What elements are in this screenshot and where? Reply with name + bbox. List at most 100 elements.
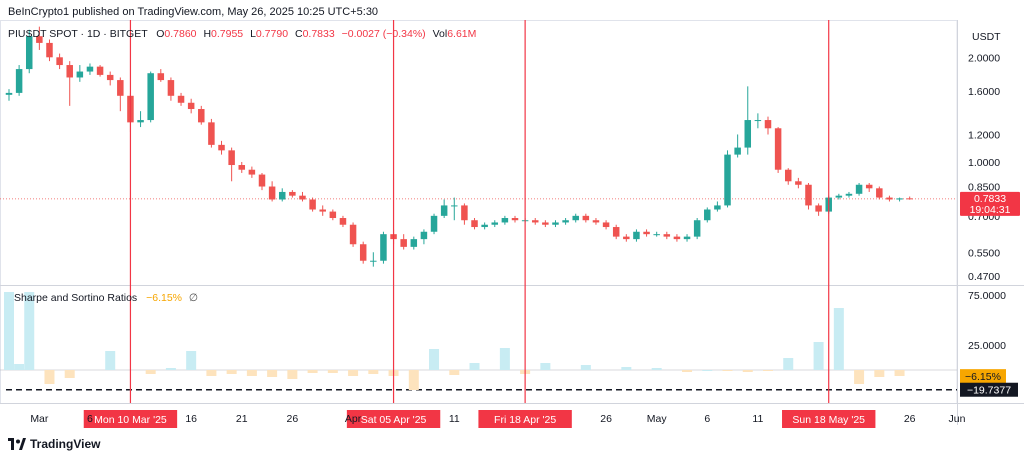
last-price-badge bbox=[960, 191, 1020, 216]
time-tick-label: 26 bbox=[904, 413, 916, 425]
candle-body bbox=[845, 193, 853, 196]
candle-body bbox=[683, 236, 691, 240]
volume-label: Vol bbox=[432, 28, 448, 40]
candle-body bbox=[906, 198, 913, 200]
candle-body bbox=[400, 239, 407, 247]
indicator-bar bbox=[833, 308, 844, 370]
high-value: 0.7955 bbox=[211, 28, 244, 40]
tradingview-logo-icon bbox=[8, 438, 26, 450]
candle-body bbox=[410, 239, 418, 247]
indicator-bar bbox=[368, 370, 379, 374]
indicator-bar bbox=[854, 370, 865, 384]
candle-body bbox=[582, 215, 590, 221]
indicator-bar bbox=[165, 368, 176, 370]
candle-body bbox=[278, 191, 286, 200]
candle-body bbox=[764, 120, 772, 129]
candle-body bbox=[248, 169, 256, 175]
candle-body bbox=[36, 36, 43, 43]
candle-body bbox=[117, 80, 124, 96]
indicator-bar bbox=[742, 370, 753, 372]
last-price-value: 0.7833 bbox=[974, 193, 1006, 205]
time-tick-label: 26 bbox=[600, 413, 612, 425]
price-tick-label: 1.6000 bbox=[968, 86, 1000, 98]
candle-body bbox=[552, 222, 559, 225]
indicator-bar bbox=[44, 370, 55, 384]
grid-layer bbox=[0, 20, 1024, 425]
candle-body bbox=[15, 69, 23, 93]
publisher-line: BeInCrypto1 published on TradingView.com… bbox=[8, 6, 379, 18]
candle-body bbox=[481, 224, 488, 228]
volume-value: 6.61M bbox=[447, 28, 477, 40]
indicator-bar bbox=[348, 370, 359, 376]
candle-body bbox=[673, 236, 681, 240]
candle-body bbox=[714, 205, 721, 210]
highlight-date-label: Sun 18 May '25 bbox=[792, 414, 865, 426]
candle-body bbox=[238, 165, 246, 170]
candle-body bbox=[96, 66, 104, 75]
indicator-bar bbox=[682, 370, 693, 372]
candle-body bbox=[592, 220, 600, 223]
candle-body bbox=[147, 73, 154, 121]
price-tick-label: 0.8500 bbox=[968, 182, 1000, 194]
time-tick-label: 11 bbox=[752, 413, 763, 425]
candle-body bbox=[420, 231, 428, 240]
indicator-bar bbox=[540, 363, 551, 370]
indicator-bar bbox=[186, 351, 197, 370]
candle-body bbox=[309, 199, 316, 210]
candle-body bbox=[835, 195, 843, 198]
candle-body bbox=[744, 120, 752, 148]
candle-body bbox=[66, 65, 73, 78]
high-label: H bbox=[203, 28, 212, 40]
highlight-date-label: Mon 10 Mar '25 bbox=[94, 414, 167, 426]
dashed-level-badge bbox=[960, 382, 1018, 397]
candle-body bbox=[157, 73, 165, 81]
candle-body bbox=[704, 209, 711, 221]
low-value: 0.7790 bbox=[255, 28, 289, 40]
open-value: 0.7860 bbox=[164, 28, 197, 40]
candle-body bbox=[289, 191, 296, 196]
candle-body bbox=[370, 260, 377, 262]
candle-body bbox=[25, 36, 33, 70]
candle-body bbox=[795, 181, 802, 185]
candle-body bbox=[137, 120, 144, 123]
footer-brand: TradingView bbox=[30, 437, 101, 451]
indicator-bar bbox=[722, 370, 733, 371]
candle-body bbox=[106, 74, 114, 81]
indicator-bar bbox=[702, 370, 713, 371]
indicator-bar bbox=[287, 370, 298, 379]
highlight-date-badge bbox=[782, 410, 876, 428]
candle-body bbox=[86, 66, 94, 72]
tradingview-footer[interactable]: TradingView bbox=[8, 437, 100, 451]
price-tick-label: 1.0000 bbox=[968, 157, 1000, 169]
candle-body bbox=[602, 222, 610, 228]
indicator-bar bbox=[469, 363, 480, 370]
indicator-legend[interactable]: Sharpe and Sortino Ratios −6.15% ∅ bbox=[14, 292, 198, 304]
candle-body bbox=[380, 234, 387, 261]
candle-body bbox=[724, 154, 731, 206]
candle-body bbox=[228, 150, 235, 166]
low-label: L bbox=[250, 28, 256, 40]
indicator-bar bbox=[246, 370, 257, 376]
candle-body bbox=[471, 220, 478, 228]
symbol-name[interactable]: PIUSDT SPOT · 1D · BITGET bbox=[8, 28, 148, 40]
indicator-tick-label: 25.0000 bbox=[968, 340, 1006, 352]
indicator-bar bbox=[4, 292, 14, 370]
candle-body bbox=[218, 144, 225, 151]
indicator-bar bbox=[429, 349, 440, 370]
indicator-bar bbox=[64, 370, 75, 378]
indicator-bar bbox=[24, 292, 35, 370]
candle-body bbox=[693, 220, 701, 237]
dashed-level-badge-text: −19.7377 bbox=[967, 385, 1011, 397]
candle-body bbox=[451, 205, 458, 207]
candle-body bbox=[5, 92, 13, 95]
symbol-legend: PIUSDT SPOT · 1D · BITGET O0.7860 H0.795… bbox=[8, 28, 480, 40]
price-tick-label: 2.0000 bbox=[968, 52, 1000, 64]
time-tick-label: May bbox=[647, 413, 668, 425]
indicator-bar bbox=[763, 370, 773, 371]
candle-body bbox=[734, 147, 741, 155]
candle-body bbox=[876, 188, 883, 198]
candle-body bbox=[268, 186, 276, 200]
candle-body bbox=[76, 71, 84, 78]
indicator-bar bbox=[894, 370, 905, 376]
